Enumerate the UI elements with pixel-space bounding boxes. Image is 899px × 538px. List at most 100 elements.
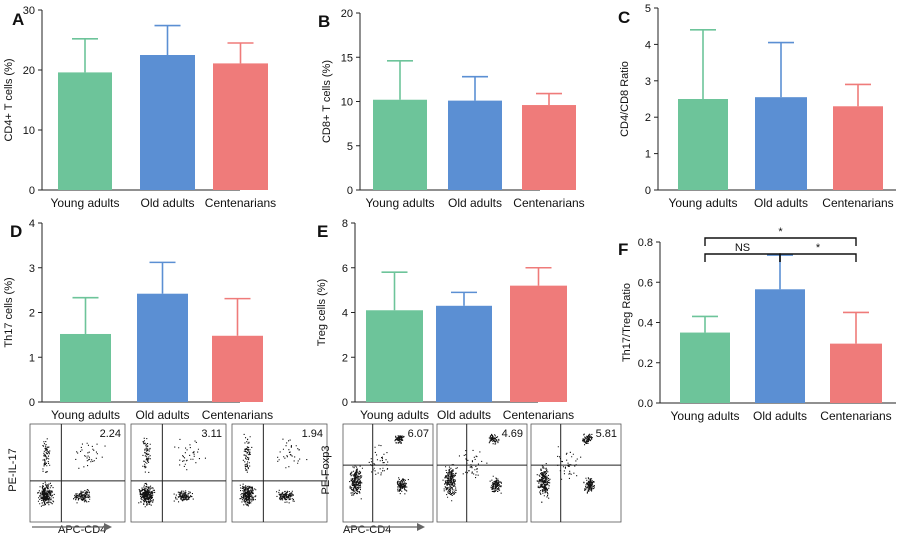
y-axis-label: CD4+ T cells (%)	[3, 58, 15, 141]
bar-centenarians	[212, 335, 263, 402]
y-tick-label: 5	[347, 141, 353, 153]
y-tick-label: 4	[645, 39, 651, 51]
significance-bracket: *	[704, 226, 857, 246]
flow-plot: 4.69	[436, 423, 528, 523]
y-tick-label: 0	[342, 397, 348, 409]
flow-y-label: PE-Foxp3	[320, 446, 332, 495]
panel-letter: D	[10, 222, 22, 241]
y-tick-label: 20	[341, 8, 353, 20]
chart-panel-f: F 0.0 0.2 0.4 0.6 0.8 Th17/Treg Ratio Young adu…	[618, 226, 896, 423]
significance-label: *	[816, 242, 821, 254]
y-tick-label: 4	[342, 308, 348, 320]
bar-old-adults	[137, 293, 188, 402]
quadrant-percentage: 1.94	[302, 428, 323, 440]
y-tick-label: 1	[29, 352, 35, 364]
flow-plot: 5.81	[530, 423, 622, 523]
chart-panel-b: B 0 5 10 15 20 CD8+ T cells (%) Young adults Old…	[318, 8, 585, 210]
bar-centenarians	[522, 105, 576, 190]
bar-old-adults	[755, 97, 807, 190]
y-tick-label: 0	[347, 185, 353, 197]
y-tick-label: 0	[645, 185, 651, 197]
category-label: Young adults	[51, 196, 120, 210]
bar-centenarians	[510, 285, 567, 402]
y-tick-label: 8	[342, 218, 348, 230]
flow-panel-1: PE-IL-17 APC-CD4 2.24 3.11 1.94	[7, 423, 328, 536]
y-tick-label: 0.8	[638, 237, 653, 249]
event-dot-cloud	[239, 433, 308, 507]
category-label: Centenarians	[822, 196, 893, 210]
category-label: Young adults	[671, 409, 740, 423]
quadrant-percentage: 5.81	[596, 428, 617, 440]
flow-x-label: APC-CD4	[58, 524, 106, 536]
category-label: Centenarians	[202, 408, 273, 422]
event-dots	[442, 433, 502, 502]
quadrant-percentage: 6.07	[408, 428, 429, 440]
category-label: Centenarians	[513, 196, 584, 210]
panel-letter: B	[318, 12, 330, 31]
chart-panel-a: A 0 10 20 30 CD4+ T cells (%) Young adults Old …	[3, 5, 276, 210]
bar-old-adults	[436, 305, 492, 402]
y-tick-label: 30	[23, 5, 35, 17]
category-label: Young adults	[366, 196, 435, 210]
event-dots	[239, 433, 308, 507]
y-tick-label: 3	[645, 76, 651, 88]
y-tick-label: 0.4	[638, 318, 653, 330]
bar-young-adults	[366, 310, 423, 402]
x-arrow-head	[104, 523, 112, 531]
flow-plot-frame	[231, 423, 328, 523]
bar-young-adults	[373, 99, 427, 190]
flow-x-label: APC-CD4	[343, 524, 391, 536]
y-tick-label: 0.2	[638, 358, 653, 370]
y-tick-label: 2	[645, 112, 651, 124]
y-tick-label: 10	[341, 97, 353, 109]
bar-young-adults	[60, 333, 111, 402]
quadrant-percentage: 3.11	[201, 428, 222, 440]
category-label: Old adults	[448, 196, 502, 210]
category-label: Centenarians	[503, 408, 574, 422]
bar-young-adults	[58, 72, 112, 190]
flow-plot-frame	[29, 423, 126, 523]
bar-centenarians	[830, 343, 882, 403]
quadrant-percentage: 4.69	[502, 428, 523, 440]
category-label: Old adults	[753, 409, 807, 423]
category-label: Young adults	[360, 408, 429, 422]
bracket-line	[704, 237, 857, 246]
category-label: Old adults	[754, 196, 808, 210]
flow-plot: 2.24	[29, 423, 126, 523]
chart-panel-d: D 0 1 2 3 4 Th17 cells (%) Young adults Old adul…	[3, 218, 273, 422]
y-tick-label: 3	[29, 263, 35, 275]
bar-old-adults	[448, 100, 502, 190]
panel-letter: C	[618, 8, 630, 27]
category-label: Centenarians	[205, 196, 276, 210]
y-tick-label: 1	[645, 149, 651, 161]
y-tick-label: 0	[29, 397, 35, 409]
event-dot-cloud	[442, 433, 502, 502]
panel-letter: E	[317, 222, 328, 241]
flow-y-label: PE-IL-17	[7, 448, 19, 491]
x-arrow-head	[417, 523, 425, 531]
significance-label: *	[778, 226, 783, 238]
category-label: Young adults	[51, 408, 120, 422]
flow-panel-2: PE-Foxp3 APC-CD4 6.07 4.69 5.81	[320, 423, 622, 536]
bar-old-adults	[140, 55, 195, 190]
y-tick-label: 6	[342, 263, 348, 275]
category-label: Young adults	[669, 196, 738, 210]
y-tick-label: 0.6	[638, 277, 653, 289]
flow-plot: 1.94	[231, 423, 328, 523]
significance-bracket: *	[779, 242, 857, 262]
event-dot-cloud	[37, 438, 106, 507]
quadrant-percentage: 2.24	[100, 428, 121, 440]
category-label: Old adults	[135, 408, 189, 422]
y-tick-label: 15	[341, 52, 353, 64]
category-label: Centenarians	[820, 409, 891, 423]
category-label: Old adults	[437, 408, 491, 422]
y-tick-label: 2	[29, 308, 35, 320]
event-dots	[37, 438, 106, 507]
bar-centenarians	[213, 63, 268, 190]
bar-young-adults	[678, 99, 728, 190]
category-label: Old adults	[140, 196, 194, 210]
y-tick-label: 4	[29, 218, 35, 230]
panel-letter: F	[618, 240, 628, 259]
